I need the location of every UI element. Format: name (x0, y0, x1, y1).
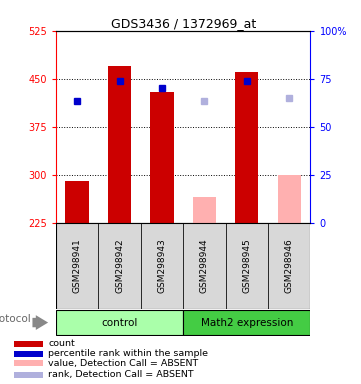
Bar (56, 223, 98, 309)
Bar (278, 175, 301, 223)
Bar (14, 372, 43, 378)
Text: Math2 expression: Math2 expression (201, 318, 293, 328)
Bar (193, 197, 216, 223)
Bar (183, 310, 310, 334)
Bar (14, 360, 43, 366)
Bar (14, 351, 43, 357)
Text: GSM298941: GSM298941 (73, 238, 82, 293)
Text: GSM298943: GSM298943 (157, 238, 166, 293)
Bar (108, 66, 131, 223)
Text: GSM298946: GSM298946 (285, 238, 294, 293)
Bar (98, 223, 141, 309)
Title: GDS3436 / 1372969_at: GDS3436 / 1372969_at (110, 17, 256, 30)
Text: value, Detection Call = ABSENT: value, Detection Call = ABSENT (48, 359, 198, 368)
Text: control: control (101, 318, 138, 328)
FancyArrow shape (32, 315, 48, 330)
Bar (268, 223, 310, 309)
Bar (226, 223, 268, 309)
Text: GSM298942: GSM298942 (115, 238, 124, 293)
Text: GSM298945: GSM298945 (242, 238, 251, 293)
Bar (150, 91, 174, 223)
Bar (141, 223, 183, 309)
Bar (235, 72, 258, 223)
Bar (14, 341, 43, 347)
Bar (65, 181, 89, 223)
Text: rank, Detection Call = ABSENT: rank, Detection Call = ABSENT (48, 370, 194, 379)
Text: GSM298944: GSM298944 (200, 238, 209, 293)
Text: count: count (48, 339, 75, 348)
Text: percentile rank within the sample: percentile rank within the sample (48, 349, 208, 358)
Bar (183, 223, 226, 309)
Bar (56, 310, 183, 334)
Text: protocol: protocol (0, 314, 31, 324)
